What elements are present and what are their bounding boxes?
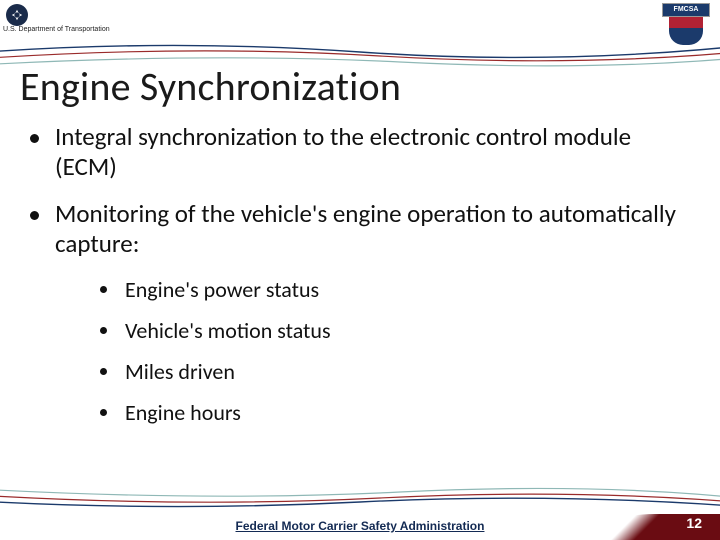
sub-bullet-item: Engine hours <box>100 399 690 426</box>
fmcsa-badge-icon: FMCSA <box>662 3 710 41</box>
bullet-text: Monitoring of the vehicle's engine opera… <box>55 199 690 258</box>
footer-org: Federal Motor Carrier Safety Administrat… <box>0 519 720 533</box>
sub-bullet-item: Engine's power status <box>100 276 690 303</box>
sub-bullet-text: Vehicle's motion status <box>125 317 331 344</box>
content-area: Integral synchronization to the electron… <box>30 122 690 440</box>
sub-bullet-text: Engine's power status <box>125 276 319 303</box>
dot-label: U.S. Department of Transportation <box>3 26 110 33</box>
page-title: Engine Synchronization <box>20 62 401 111</box>
footer-curves <box>0 478 720 518</box>
header: U.S. Department of Transportation FMCSA <box>0 0 720 38</box>
sub-bullet-text: Miles driven <box>125 358 235 385</box>
bullet-marker-icon <box>100 368 107 375</box>
bullet-marker-icon <box>30 134 39 143</box>
bullet-marker-icon <box>100 327 107 334</box>
bullet-text: Integral synchronization to the electron… <box>55 122 690 181</box>
sub-bullet-item: Miles driven <box>100 358 690 385</box>
sub-bullet-list: Engine's power status Vehicle's motion s… <box>100 276 690 426</box>
slide: U.S. Department of Transportation FMCSA … <box>0 0 720 540</box>
fmcsa-tag: FMCSA <box>662 3 710 17</box>
bullet-marker-icon <box>30 211 39 220</box>
bullet-marker-icon <box>100 286 107 293</box>
page-number: 12 <box>684 514 704 533</box>
sub-bullet-text: Engine hours <box>125 399 241 426</box>
bullet-marker-icon <box>100 409 107 416</box>
bullet-item: Integral synchronization to the electron… <box>30 122 690 181</box>
bullet-item: Monitoring of the vehicle's engine opera… <box>30 199 690 258</box>
sub-bullet-item: Vehicle's motion status <box>100 317 690 344</box>
dot-logo-icon <box>6 4 28 26</box>
